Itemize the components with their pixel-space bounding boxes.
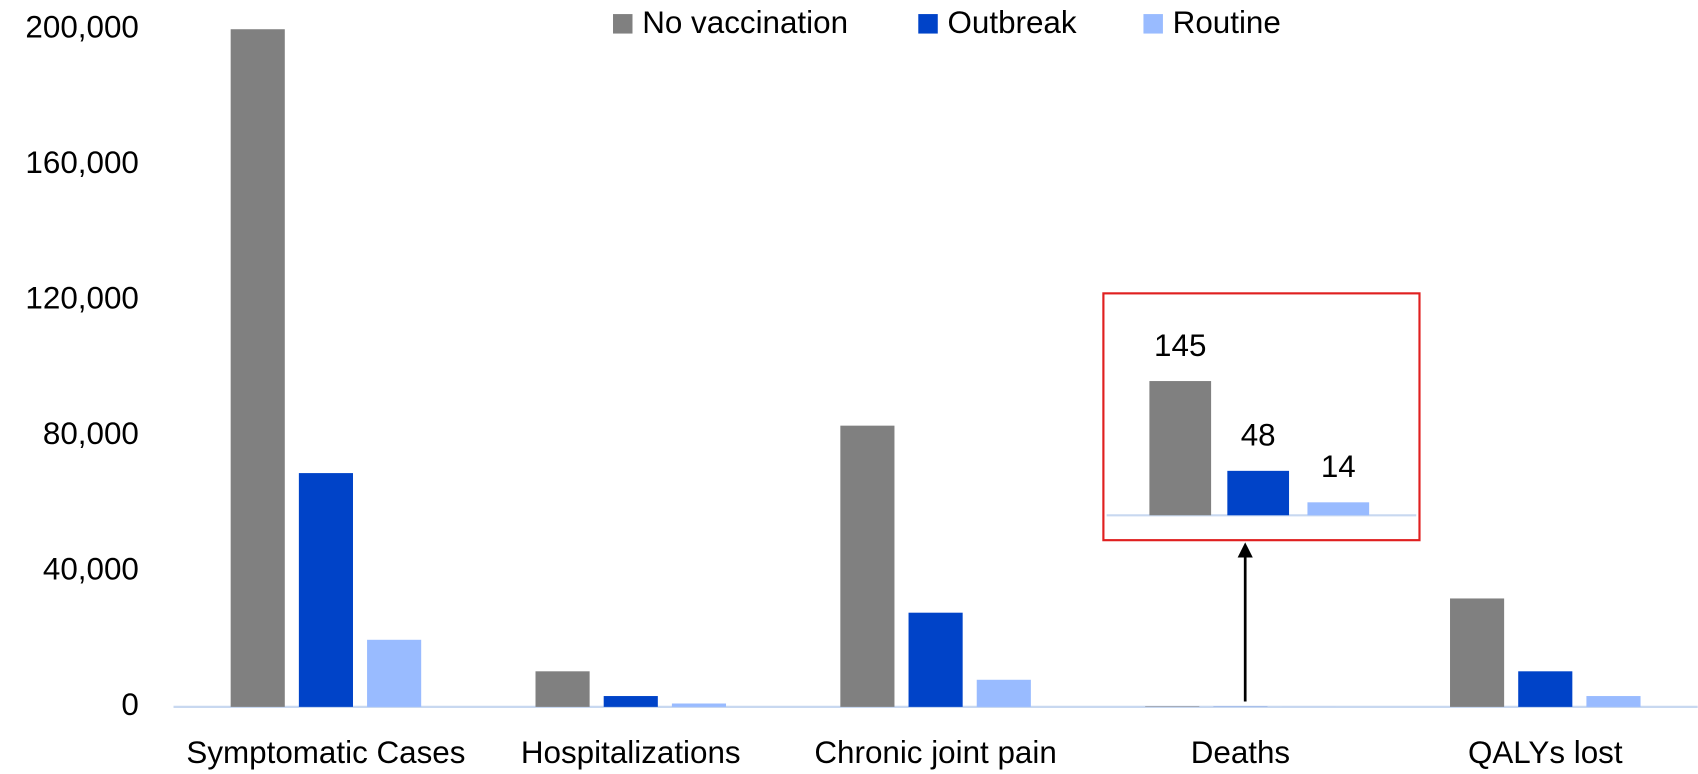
- x-tick-label: QALYs lost: [1468, 735, 1623, 770]
- bar: [976, 679, 1031, 707]
- bar: [298, 473, 353, 707]
- y-tick-label: 160,000: [25, 145, 138, 180]
- bar: [671, 703, 727, 707]
- legend-swatch: [1143, 14, 1163, 34]
- y-tick-label: 40,000: [43, 552, 139, 587]
- legend-swatch: [613, 14, 633, 34]
- bar: [535, 671, 590, 707]
- y-tick-label: 120,000: [25, 281, 138, 316]
- legend-label: Routine: [1173, 5, 1281, 40]
- bar: [230, 29, 285, 707]
- legend-label: No vaccination: [642, 5, 848, 40]
- x-tick-label: Symptomatic Cases: [186, 735, 465, 770]
- inset-bar: [1149, 381, 1212, 516]
- x-tick-label: Deaths: [1191, 735, 1290, 770]
- inset-bar: [1227, 470, 1290, 516]
- bar: [1450, 598, 1505, 707]
- bar: [367, 639, 422, 707]
- y-tick-label: 200,000: [25, 10, 138, 45]
- inset-bar: [1307, 502, 1370, 516]
- bar: [908, 612, 963, 707]
- bar: [603, 696, 658, 707]
- data-label: 14: [1321, 449, 1356, 484]
- legend-label: Outbreak: [948, 5, 1077, 40]
- inset-frame: [1102, 292, 1421, 542]
- bar: [1586, 696, 1641, 707]
- x-tick-label: Chronic joint pain: [814, 735, 1056, 770]
- arrow-head: [1237, 542, 1253, 558]
- bar: [840, 425, 895, 707]
- bar: [1518, 671, 1573, 707]
- y-tick-label: 0: [121, 687, 138, 722]
- data-label: 48: [1241, 418, 1276, 453]
- legend-swatch: [918, 14, 938, 34]
- y-tick-label: 80,000: [43, 416, 139, 451]
- x-tick-label: Hospitalizations: [521, 735, 741, 770]
- data-label: 145: [1154, 328, 1206, 363]
